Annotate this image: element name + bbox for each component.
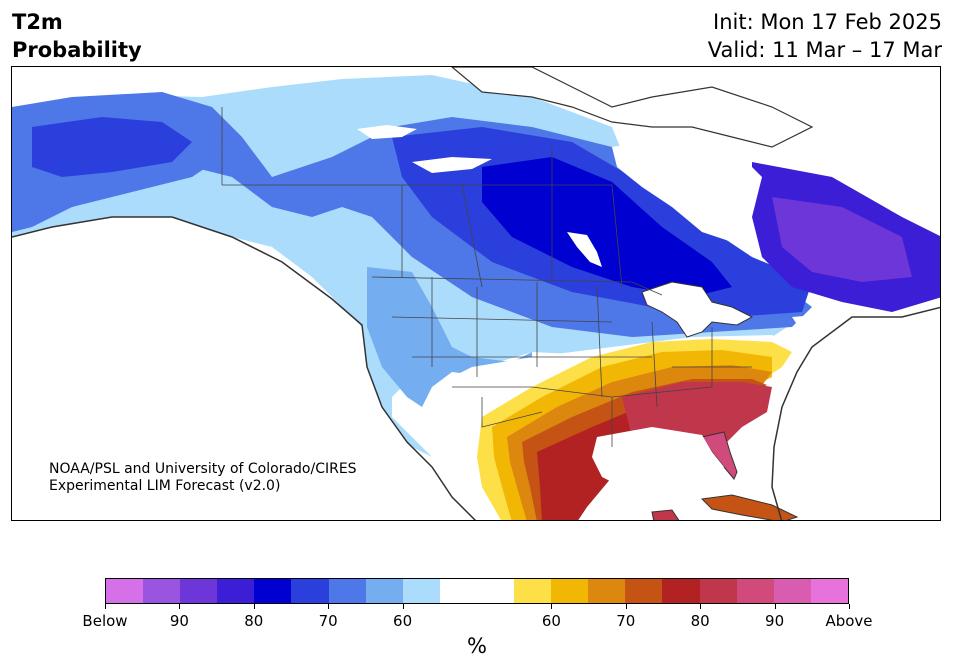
colorbar-tick-mark xyxy=(625,604,627,609)
credit-line-2: Experimental LIM Forecast (v2.0) xyxy=(49,478,281,494)
colorbar-tick-label: 70 xyxy=(318,612,338,630)
political-borders xyxy=(221,107,752,447)
region-east-canada-core xyxy=(772,197,912,282)
great-slave-lake xyxy=(412,157,492,173)
colorbar-tick-label: 90 xyxy=(169,612,189,630)
colorbar-cell xyxy=(625,579,663,603)
colorbar-cell xyxy=(291,579,329,603)
colorbar-cell xyxy=(551,579,589,603)
colorbar-unit: % xyxy=(467,634,487,658)
colorbar-cell xyxy=(254,579,292,603)
forecast-dates: Init: Mon 17 Feb 2025 Valid: 11 Mar – 17… xyxy=(708,8,942,64)
colorbar-tick-mark xyxy=(105,604,106,609)
colorbar-tick-label: 80 xyxy=(690,612,710,630)
colorbar-tick-mark xyxy=(551,604,553,609)
colorbar-cell xyxy=(143,579,181,603)
gulf-of-mexico xyxy=(592,427,724,497)
title-line-1: T2m xyxy=(12,10,63,34)
title-line-2: Probability xyxy=(12,38,142,62)
colorbar-cell xyxy=(180,579,218,603)
colorbar-cell xyxy=(736,579,774,603)
colorbar-cell xyxy=(365,579,403,603)
lake-winnipeg xyxy=(567,232,602,267)
colorbar-tick-mark xyxy=(253,604,255,609)
colorbar-tick-label: Below xyxy=(82,612,128,630)
colorbar-cell xyxy=(217,579,255,603)
region-max-above xyxy=(622,382,772,467)
colorbar-tick-label: 90 xyxy=(765,612,785,630)
colorbar-cell xyxy=(699,579,737,603)
colorbar-tick-label: Above xyxy=(825,612,873,630)
colorbar-cell xyxy=(106,579,144,603)
map-title: T2m Probability xyxy=(12,8,142,64)
colorbar-cell xyxy=(810,579,848,603)
credit-line-1: NOAA/PSL and University of Colorado/CIRE… xyxy=(49,461,357,477)
arctic-islands xyxy=(451,67,814,148)
forecast-map xyxy=(11,66,941,521)
colorbar xyxy=(105,578,849,604)
colorbar-tick-mark xyxy=(774,604,776,609)
colorbar-tick-label: 70 xyxy=(616,612,636,630)
colorbar-cell xyxy=(402,579,440,603)
valid-date: Valid: 11 Mar – 17 Mar xyxy=(707,38,942,62)
colorbar-cell xyxy=(514,579,552,603)
colorbar-cell xyxy=(476,579,515,603)
colorbar-tick-mark xyxy=(700,604,702,609)
pacific-ocean xyxy=(12,222,471,520)
colorbar-tick-mark xyxy=(402,604,404,609)
map-canvas xyxy=(12,67,940,520)
colorbar-tick-mark xyxy=(328,604,330,609)
colorbar-tick-mark xyxy=(849,604,850,609)
colorbar-cell xyxy=(328,579,366,603)
atlantic-ocean xyxy=(772,307,940,520)
cuba xyxy=(700,494,799,520)
colorbar-cell xyxy=(662,579,700,603)
hudson-bay xyxy=(612,137,762,242)
colorbar-tick-label: 80 xyxy=(244,612,264,630)
colorbar-tick-mark xyxy=(179,604,181,609)
init-date: Init: Mon 17 Feb 2025 xyxy=(713,10,942,34)
caribbean-island xyxy=(651,509,680,520)
region-core-below xyxy=(482,157,732,297)
great-lakes xyxy=(641,281,754,338)
region-alaska-core xyxy=(32,117,192,177)
coastline xyxy=(12,216,940,520)
colorbar-cell xyxy=(439,579,477,603)
data-credit: NOAA/PSL and University of Colorado/CIRE… xyxy=(49,461,357,495)
great-bear-lake xyxy=(357,125,417,139)
colorbar-tick-label: 60 xyxy=(541,612,561,630)
colorbar-cell xyxy=(773,579,811,603)
colorbar-tick-label: 60 xyxy=(393,612,413,630)
colorbar-cell xyxy=(588,579,626,603)
